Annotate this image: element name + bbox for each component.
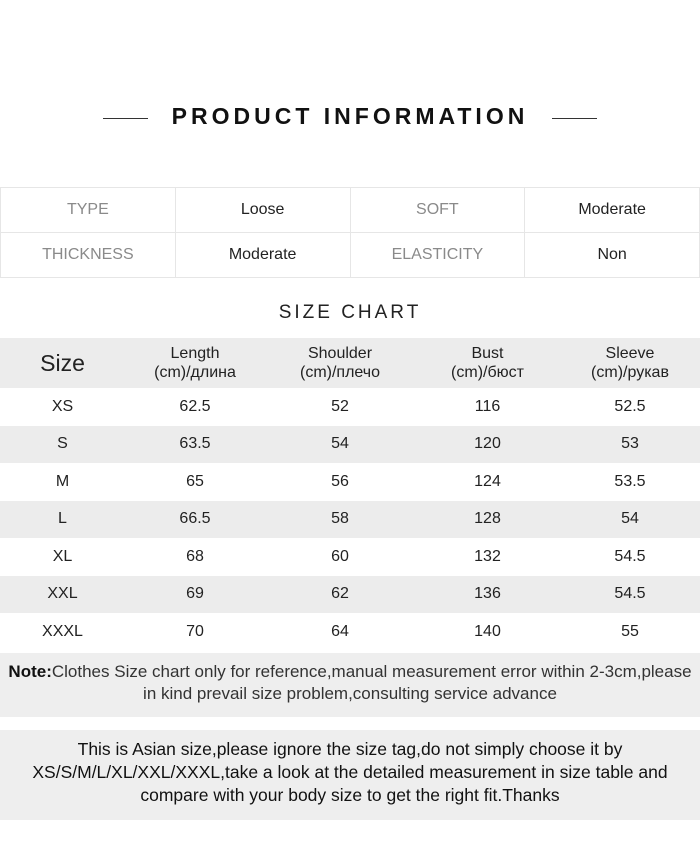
table-cell: 62.5: [179, 397, 211, 415]
table-row: XL 68 60 132 54.5: [0, 538, 700, 576]
attribute-value: Moderate: [174, 232, 351, 278]
page-title: PRODUCT INFORMATION: [171, 103, 529, 129]
table-row: S 63.5 54 120 53: [0, 425, 700, 463]
table-cell: 54: [265, 425, 415, 463]
attribute-value: Moderate: [524, 187, 700, 233]
size-chart-table: Size Length (cm)/длина Shoulder (cm)/плечо Bu…: [0, 338, 700, 651]
table-row: XS 62.5 52 116 52.5: [0, 388, 700, 426]
table-cell: 63.5: [125, 425, 265, 463]
column-header: Shoulder (cm)/плечо: [265, 338, 415, 388]
attribute-label: SOFT: [349, 187, 526, 233]
title-divider-right: [552, 118, 597, 119]
table-cell: 55: [621, 622, 639, 640]
table-cell: L: [0, 500, 125, 538]
table-cell: 53: [560, 425, 700, 463]
attribute-row: TYPE Loose SOFT Moderate: [0, 187, 700, 233]
table-cell: XS: [51, 397, 74, 415]
attribute-value: Loose: [174, 187, 351, 233]
header-label: Shoulder: [307, 345, 373, 362]
table-cell: 128: [415, 500, 560, 538]
header-unit: (cm)/длина: [154, 364, 236, 381]
attribute-row: THICKNESS Moderate ELASTICITY Non: [0, 232, 700, 278]
table-cell: XXL: [0, 575, 125, 613]
column-header: Bust (cm)/бюст: [415, 338, 560, 388]
table-cell: 120: [415, 425, 560, 463]
table-cell: 69: [125, 575, 265, 613]
table-cell: XXXL: [42, 622, 83, 640]
table-cell: XL: [52, 547, 73, 565]
table-cell: 64: [331, 622, 349, 640]
note-text: Clothes Size chart only for reference,ma…: [51, 662, 692, 703]
table-row: L 66.5 58 128 54: [0, 500, 700, 538]
note-box: Note:Clothes Size chart only for referen…: [0, 653, 700, 717]
table-cell: 140: [474, 622, 501, 640]
table-cell: 60: [331, 547, 349, 565]
table-cell: M: [55, 472, 70, 490]
size-chart-title: SIZE CHART: [278, 302, 422, 323]
column-header: Length (cm)/длина: [125, 338, 265, 388]
table-cell: 68: [186, 547, 204, 565]
table-cell: 62: [265, 575, 415, 613]
table-cell: 58: [265, 500, 415, 538]
header-unit: (cm)/плечо: [299, 364, 381, 381]
table-cell: 116: [474, 397, 501, 415]
column-header: Size: [0, 338, 125, 388]
table-row: XXL 69 62 136 54.5: [0, 575, 700, 613]
attribute-label: TYPE: [0, 187, 176, 233]
table-cell: 54: [560, 500, 700, 538]
table-cell: 70: [186, 622, 204, 640]
table-cell: 124: [474, 472, 501, 490]
table-cell: 56: [331, 472, 349, 490]
table-cell: 132: [474, 547, 501, 565]
table-row: M 65 56 124 53.5: [0, 463, 700, 501]
table-cell: S: [0, 425, 125, 463]
header-unit: (cm)/бюст: [451, 364, 524, 381]
attribute-label: ELASTICITY: [349, 232, 526, 278]
column-header: Sleeve (cm)/рукав: [560, 338, 700, 388]
header-unit: (cm)/рукав: [591, 364, 669, 381]
product-attributes-table: TYPE Loose SOFT Moderate THICKNESS Moderate EL…: [0, 187, 700, 278]
table-cell: 136: [415, 575, 560, 613]
table-cell: 53.5: [614, 472, 646, 490]
header-label: Bust: [471, 345, 504, 362]
table-cell: 65: [186, 472, 204, 490]
table-cell: 54.5: [614, 547, 646, 565]
table-cell: 66.5: [125, 500, 265, 538]
table-row: XXXL 70 64 140 55: [0, 613, 700, 651]
note-label: Note:: [8, 662, 52, 681]
table-cell: 54.5: [560, 575, 700, 613]
header-label: Length: [170, 345, 220, 362]
attribute-label: THICKNESS: [0, 232, 176, 278]
title-divider-left: [103, 118, 148, 119]
header-label: Size: [40, 349, 85, 376]
table-cell: 52: [331, 397, 349, 415]
table-cell: 52.5: [614, 397, 646, 415]
attribute-value: Non: [524, 232, 700, 278]
asian-size-notice: This is Asian size,please ignore the siz…: [0, 730, 700, 820]
header-label: Sleeve: [605, 345, 655, 362]
